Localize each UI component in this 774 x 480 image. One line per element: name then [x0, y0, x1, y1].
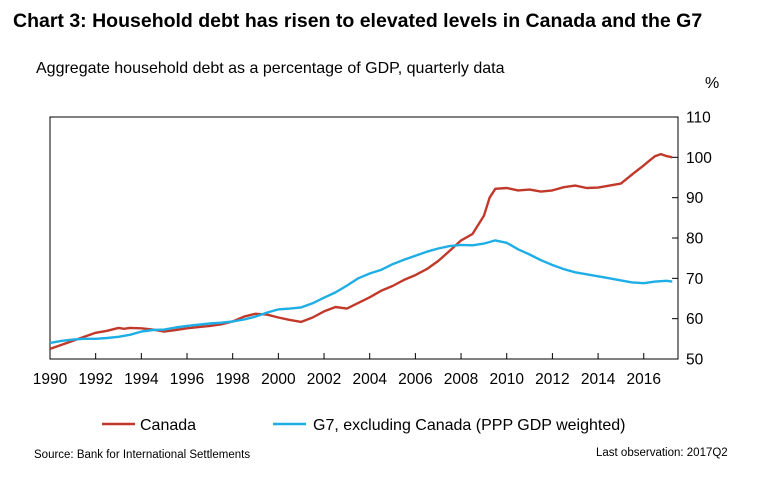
y-tick-label: 80 [686, 231, 704, 248]
y-tick-label: 110 [686, 110, 711, 127]
chart-subtitle: Aggregate household debt as a percentage… [36, 60, 505, 77]
x-tick-label: 2002 [307, 371, 341, 388]
y-tick-label: 50 [686, 352, 704, 369]
x-tick-label: 2008 [444, 371, 478, 388]
x-tick-label: 2004 [352, 371, 387, 388]
x-tick-label: 2010 [489, 371, 524, 388]
x-tick-label: 1994 [124, 371, 159, 388]
x-tick-label: 1990 [33, 371, 68, 388]
x-tick-label: 1996 [170, 371, 204, 388]
chart-title: Chart 3: Household debt has risen to ele… [13, 10, 703, 32]
y-axis-unit-label: % [705, 75, 720, 92]
y-tick-label: 90 [686, 190, 704, 207]
series-line-canada [49, 152, 673, 351]
legend-canada-label: Canada [140, 417, 196, 434]
y-tick-label: 70 [686, 271, 704, 288]
x-tick-label: 2000 [261, 371, 296, 388]
x-tick-label: 2012 [535, 371, 569, 388]
x-tick-label: 1998 [215, 371, 249, 388]
series-line-g7 [49, 239, 673, 345]
x-tick-label: 1992 [78, 371, 112, 388]
x-tick-label: 2014 [581, 371, 616, 388]
y-tick-label: 60 [686, 311, 704, 328]
y-tick-label: 100 [686, 150, 712, 167]
legend-g7-label: G7, excluding Canada (PPP GDP weighted) [313, 417, 625, 434]
source-note: Source: Bank for International Settlemen… [34, 449, 251, 461]
last-observation-note: Last observation: 2017Q2 [596, 447, 728, 459]
plot-frame [49, 116, 679, 360]
x-tick-label: 2016 [627, 371, 661, 388]
x-tick-label: 2006 [398, 371, 432, 388]
